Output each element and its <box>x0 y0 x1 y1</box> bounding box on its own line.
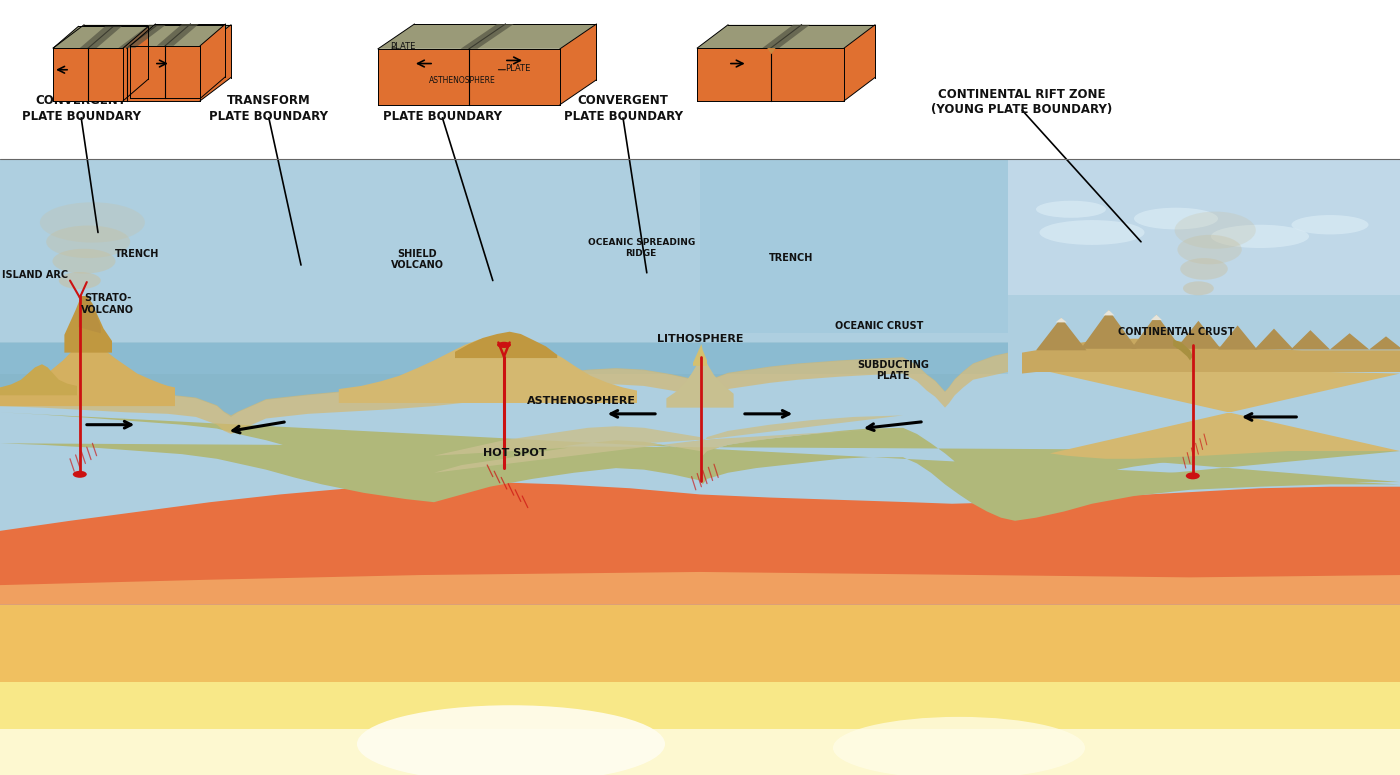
Polygon shape <box>130 24 225 46</box>
Text: CONTINENTAL RIFT ZONE
(YOUNG PLATE BOUNDARY): CONTINENTAL RIFT ZONE (YOUNG PLATE BOUND… <box>931 88 1113 116</box>
Text: ASTHENOSPHERE: ASTHENOSPHERE <box>526 397 636 406</box>
Text: HOT SPOT: HOT SPOT <box>483 449 547 458</box>
Text: TRENCH: TRENCH <box>769 253 813 263</box>
Polygon shape <box>53 48 123 101</box>
Text: TRANSFORM
PLATE BOUNDARY: TRANSFORM PLATE BOUNDARY <box>210 95 328 122</box>
Polygon shape <box>0 159 1400 775</box>
Polygon shape <box>78 296 101 333</box>
Ellipse shape <box>1180 258 1228 280</box>
Text: STRATO-
VOLCANO: STRATO- VOLCANO <box>81 293 134 315</box>
Text: ISLAND ARC: ISLAND ARC <box>1 270 69 280</box>
Polygon shape <box>697 25 875 48</box>
Polygon shape <box>0 682 1400 775</box>
Polygon shape <box>0 335 175 406</box>
Polygon shape <box>0 728 1400 775</box>
Polygon shape <box>130 46 200 98</box>
Ellipse shape <box>1211 225 1309 248</box>
Polygon shape <box>339 336 637 403</box>
Ellipse shape <box>59 272 101 289</box>
Polygon shape <box>1022 339 1400 374</box>
Polygon shape <box>200 24 225 98</box>
Text: LITHOSPHERE: LITHOSPHERE <box>657 335 743 344</box>
Polygon shape <box>762 25 809 48</box>
Ellipse shape <box>833 717 1085 775</box>
Text: DIVERGENT
PLATE BOUNDARY: DIVERGENT PLATE BOUNDARY <box>382 95 501 122</box>
Ellipse shape <box>1134 208 1218 229</box>
Ellipse shape <box>357 705 665 775</box>
Ellipse shape <box>53 249 115 274</box>
Polygon shape <box>0 482 1400 604</box>
Polygon shape <box>0 412 1400 521</box>
Polygon shape <box>560 24 596 105</box>
Polygon shape <box>844 25 875 101</box>
Polygon shape <box>1291 330 1330 350</box>
Polygon shape <box>378 49 560 105</box>
Text: CONVERGENT
PLATE BOUNDARY: CONVERGENT PLATE BOUNDARY <box>563 95 683 122</box>
Polygon shape <box>1330 333 1369 350</box>
Polygon shape <box>455 332 557 358</box>
Polygon shape <box>434 415 903 473</box>
Ellipse shape <box>1186 472 1200 479</box>
Polygon shape <box>1173 339 1193 360</box>
Polygon shape <box>697 48 844 101</box>
Polygon shape <box>0 604 1400 775</box>
Polygon shape <box>0 572 1400 605</box>
Polygon shape <box>53 25 231 48</box>
Ellipse shape <box>73 470 87 477</box>
Polygon shape <box>666 355 734 408</box>
Polygon shape <box>1131 315 1182 349</box>
Polygon shape <box>0 343 1008 374</box>
Polygon shape <box>1369 336 1400 350</box>
Ellipse shape <box>46 226 130 258</box>
Polygon shape <box>1036 318 1086 350</box>
Polygon shape <box>378 24 596 49</box>
Polygon shape <box>1081 310 1137 349</box>
Text: ASTHENOSPHERE: ASTHENOSPHERE <box>428 76 496 85</box>
Text: OCEANIC SPREADING
RIDGE: OCEANIC SPREADING RIDGE <box>588 238 694 258</box>
Polygon shape <box>1008 159 1400 294</box>
Ellipse shape <box>1036 201 1106 218</box>
Polygon shape <box>157 24 199 46</box>
Text: PLATE: PLATE <box>505 64 531 73</box>
Polygon shape <box>0 353 1008 434</box>
Polygon shape <box>1176 321 1221 349</box>
Polygon shape <box>1050 451 1400 487</box>
Polygon shape <box>1254 329 1294 350</box>
Text: CONTINENTAL CRUST: CONTINENTAL CRUST <box>1117 327 1235 336</box>
Text: OCEANIC CRUST: OCEANIC CRUST <box>834 321 924 330</box>
Polygon shape <box>0 159 1400 343</box>
Polygon shape <box>123 26 148 101</box>
Polygon shape <box>1218 326 1257 350</box>
Text: SHIELD
VOLCANO: SHIELD VOLCANO <box>391 249 444 270</box>
Ellipse shape <box>1175 212 1256 249</box>
Polygon shape <box>1151 315 1162 320</box>
Polygon shape <box>1056 318 1067 322</box>
Text: TRENCH: TRENCH <box>115 250 160 259</box>
Text: SUBDUCTING
PLATE: SUBDUCTING PLATE <box>857 360 930 381</box>
Polygon shape <box>1103 310 1114 315</box>
Ellipse shape <box>497 342 511 348</box>
Text: PLATE: PLATE <box>391 42 416 51</box>
Polygon shape <box>64 296 112 353</box>
Polygon shape <box>0 343 1008 417</box>
Polygon shape <box>53 26 148 48</box>
Ellipse shape <box>1177 235 1242 264</box>
Polygon shape <box>1050 366 1400 459</box>
Polygon shape <box>693 344 707 366</box>
Polygon shape <box>700 159 1008 333</box>
Polygon shape <box>200 25 231 101</box>
Polygon shape <box>80 26 122 48</box>
Text: CONVERGENT
PLATE BOUNDARY: CONVERGENT PLATE BOUNDARY <box>22 95 140 122</box>
Polygon shape <box>767 48 776 54</box>
Ellipse shape <box>41 202 146 243</box>
Ellipse shape <box>1291 215 1369 234</box>
Polygon shape <box>461 24 514 49</box>
Polygon shape <box>0 364 77 395</box>
Polygon shape <box>53 48 200 101</box>
Polygon shape <box>118 25 167 48</box>
Ellipse shape <box>1183 281 1214 295</box>
Ellipse shape <box>1039 220 1145 245</box>
